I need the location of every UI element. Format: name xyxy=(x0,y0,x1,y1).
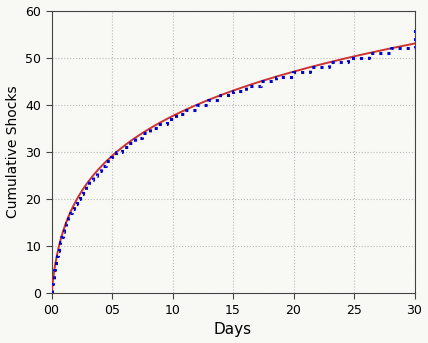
Y-axis label: Cumulative Shocks: Cumulative Shocks xyxy=(6,86,20,218)
X-axis label: Days: Days xyxy=(214,322,252,338)
